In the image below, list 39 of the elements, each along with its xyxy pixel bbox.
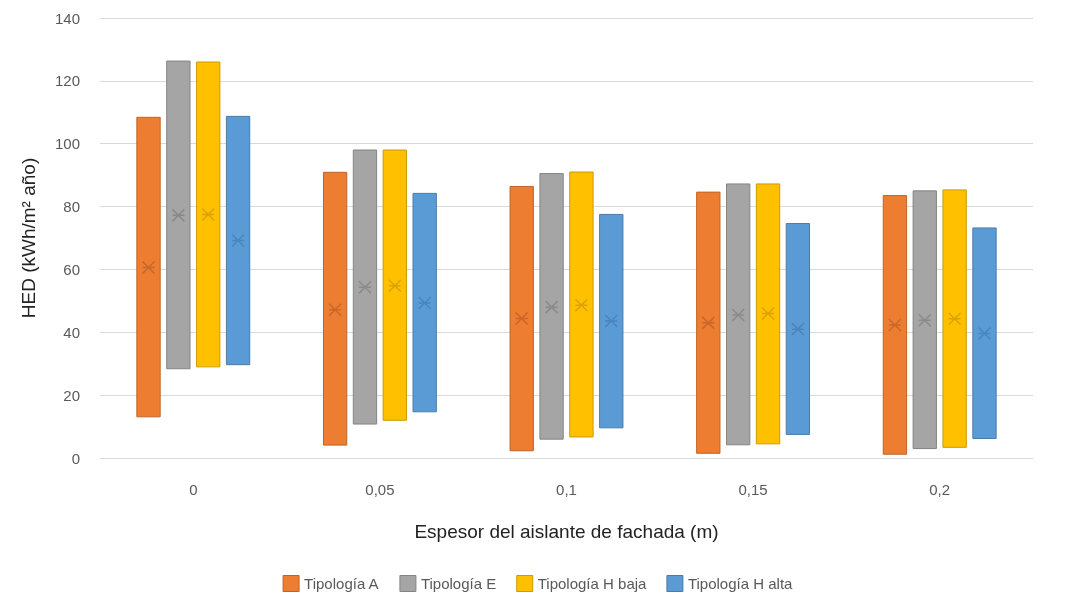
bar (942, 189, 967, 448)
bar (412, 192, 437, 413)
y-tick-label: 60 (63, 260, 80, 278)
bar (972, 227, 997, 440)
y-tick-label: 80 (63, 198, 80, 216)
bar (166, 60, 191, 370)
bar (352, 149, 378, 425)
legend-label: Tipología H alta (687, 575, 794, 592)
legend-label: Tipología H baja (537, 575, 648, 592)
x-tick-label: 0,15 (738, 481, 768, 498)
bar (509, 185, 534, 452)
bar (882, 195, 908, 455)
bar (696, 191, 721, 454)
bar (599, 213, 624, 429)
y-tick-label: 0 (71, 449, 80, 467)
bar (912, 190, 937, 450)
y-tick-label: 120 (54, 72, 80, 90)
bar (755, 183, 781, 445)
bar (322, 171, 348, 446)
y-tick-label: 140 (54, 9, 80, 27)
y-tick-label: 100 (54, 135, 80, 153)
x-tick-label: 0,05 (365, 481, 395, 498)
y-tick-label: 20 (63, 386, 80, 404)
bar (726, 183, 751, 446)
bar (539, 173, 564, 440)
x-tick-label: 0,2 (929, 481, 951, 498)
y-tick-label: 40 (63, 323, 80, 341)
x-tick-label: 0,1 (556, 481, 577, 498)
legend-label: Tipología A (304, 575, 379, 592)
y-axis-title: HED (kWh/m² año) (18, 157, 39, 319)
bar (785, 223, 811, 435)
bar (569, 171, 594, 438)
bar (382, 149, 407, 421)
legend-label: Tipología E (420, 575, 497, 592)
x-axis-title: Espesor del aislante de fachada (m) (414, 521, 719, 542)
x-tick-label: 0 (189, 481, 198, 498)
bar (196, 61, 221, 368)
bar (136, 116, 161, 418)
bar (225, 115, 251, 366)
